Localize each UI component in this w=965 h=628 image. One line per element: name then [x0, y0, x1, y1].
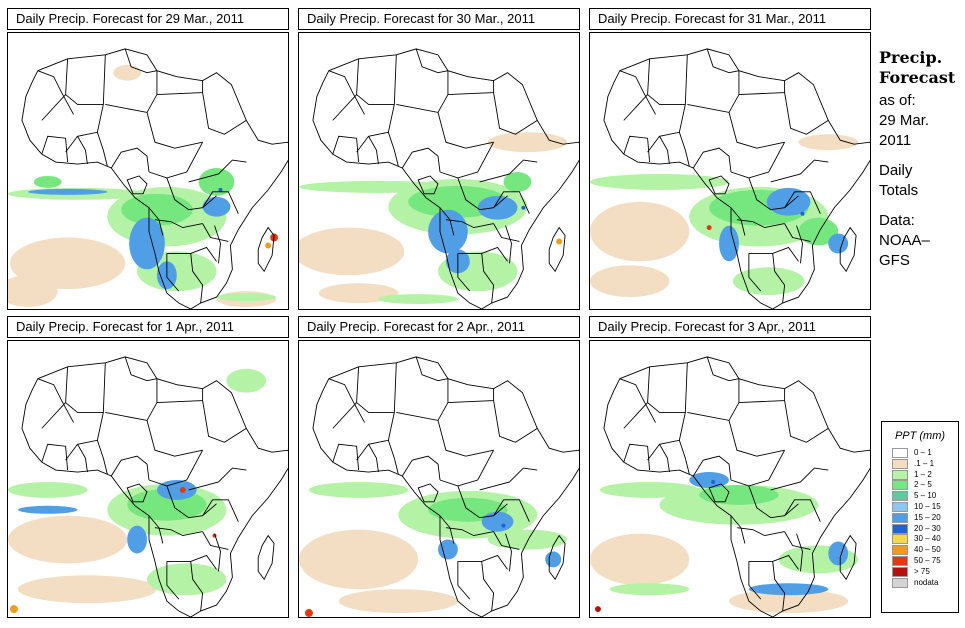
- panel-title-3: Daily Precip. Forecast for 31 Mar., 2011: [589, 8, 871, 30]
- legend-label: 1 – 2: [914, 469, 932, 479]
- info-asof: as of:: [879, 92, 916, 109]
- map-panel-2: [298, 32, 580, 310]
- map-panel-1: [7, 32, 289, 310]
- legend-item: 40 – 50: [882, 545, 958, 556]
- dry-area-shading: [8, 515, 157, 604]
- legend-label: 10 – 15: [914, 501, 941, 511]
- forecast-panel-3: Daily Precip. Forecast for 31 Mar., 2011: [589, 8, 871, 310]
- legend-label: 5 – 10: [914, 491, 937, 501]
- heavy-precip-areas: [27, 188, 231, 290]
- legend-item: 15 – 20: [882, 512, 958, 524]
- map-panel-6: [589, 340, 871, 618]
- legend-item: 10 – 15: [882, 501, 958, 513]
- legend-label: 20 – 30: [914, 523, 941, 533]
- info-kind-2: Totals: [879, 182, 919, 199]
- legend-swatch: [892, 491, 908, 502]
- legend-swatch: [892, 555, 908, 566]
- forecast-panel-4: Daily Precip. Forecast for 1 Apr., 2011: [7, 316, 289, 618]
- heavy-precip-areas: [17, 479, 197, 554]
- forecast-panel-5: Daily Precip. Forecast for 2 Apr., 2011: [298, 316, 580, 618]
- legend-label: 0 – 1: [914, 448, 932, 457]
- legend-item: nodata: [882, 577, 958, 589]
- info-date-1: 29 Mar.: [879, 112, 930, 129]
- info-heading-1: Precip.: [879, 48, 943, 67]
- precip-map-3: [590, 48, 870, 309]
- forecast-panel-2: Daily Precip. Forecast for 30 Mar., 2011: [298, 8, 580, 310]
- dry-area-shading: [299, 132, 568, 304]
- dry-area-shading: [590, 533, 849, 614]
- info-date-2: 2011: [879, 132, 912, 149]
- info-source-2: GFS: [879, 252, 910, 269]
- legend-label: 2 – 5: [914, 480, 932, 490]
- info-kind-1: Daily: [879, 162, 913, 179]
- legend-label: .1 – 1: [914, 458, 935, 468]
- panel-title-2: Daily Precip. Forecast for 30 Mar., 2011: [298, 8, 580, 30]
- legend-label: 50 – 75: [914, 555, 941, 565]
- precip-map-6: [590, 356, 870, 617]
- legend-item: 2 – 5: [882, 480, 958, 491]
- moderate-precip-areas: [33, 168, 235, 226]
- legend-item: > 75: [882, 566, 958, 578]
- forecast-panel-1: Daily Precip. Forecast for 29 Mar., 2011: [7, 8, 289, 310]
- legend-label: 40 – 50: [914, 545, 941, 555]
- forecast-panel-6: Daily Precip. Forecast for 3 Apr., 2011: [589, 316, 871, 618]
- panel-title-1: Daily Precip. Forecast for 29 Mar., 2011: [7, 8, 289, 30]
- legend-swatch: [892, 448, 908, 458]
- panel-title-5: Daily Precip. Forecast for 2 Apr., 2011: [298, 316, 580, 338]
- precip-map-5: [299, 356, 579, 617]
- legend-item: .1 – 1: [882, 458, 958, 470]
- legend-item: 5 – 10: [882, 491, 958, 502]
- legend-swatch: [892, 523, 908, 534]
- legend-swatch: [892, 566, 908, 577]
- legend-item: 20 – 30: [882, 523, 958, 535]
- info-heading-2: Forecast: [879, 68, 956, 87]
- info-data-label: Data:: [879, 212, 915, 229]
- precip-map-1: [8, 48, 288, 309]
- info-source-1: NOAA–: [879, 232, 930, 249]
- legend-item: 1 – 2: [882, 469, 958, 481]
- map-panel-3: [589, 32, 871, 310]
- legend-swatch: [892, 545, 908, 556]
- forecast-info: Precip. Forecast as of: 29 Mar. 2011 Dai…: [879, 48, 963, 271]
- extreme-precip-spots: [594, 479, 716, 613]
- legend-label: nodata: [914, 577, 939, 587]
- legend-swatch: [892, 577, 908, 588]
- legend-swatch: [892, 512, 908, 523]
- legend-title: PPT (mm): [894, 430, 946, 442]
- precip-map-4: [8, 356, 288, 617]
- legend-item: 50 – 75: [882, 555, 958, 567]
- extreme-precip-spots: [521, 205, 563, 245]
- map-panel-4: [7, 340, 289, 618]
- moderate-precip-areas: [699, 484, 779, 505]
- legend-swatch: [892, 534, 908, 545]
- panel-title-6: Daily Precip. Forecast for 3 Apr., 2011: [589, 316, 871, 338]
- legend-label: > 75: [914, 566, 930, 576]
- extreme-precip-spots: [218, 187, 279, 249]
- panel-title-4: Daily Precip. Forecast for 1 Apr., 2011: [7, 316, 289, 338]
- legend-swatch: [892, 469, 908, 480]
- heavy-precip-areas: [438, 511, 562, 568]
- dry-area-shading: [590, 134, 859, 298]
- dry-area-shading: [299, 529, 458, 614]
- extreme-precip-spots: [304, 523, 506, 617]
- legend-swatch: [892, 458, 908, 469]
- map-panel-5: [298, 340, 580, 618]
- legend-item: 0 – 1: [882, 448, 958, 459]
- precip-map-2: [299, 48, 579, 309]
- legend-swatch: [892, 501, 908, 512]
- extreme-precip-spots: [706, 211, 805, 231]
- legend-label: 30 – 40: [914, 534, 941, 544]
- legend-label: 15 – 20: [914, 512, 941, 522]
- legend-item: 30 – 40: [882, 534, 958, 545]
- legend-swatch: [892, 480, 908, 491]
